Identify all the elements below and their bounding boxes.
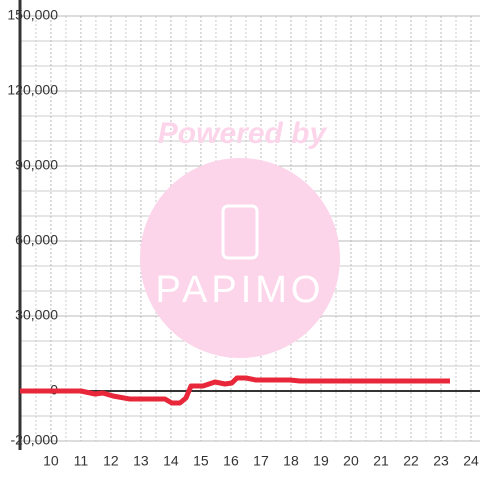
y-tick-label: 30,000: [15, 307, 58, 323]
watermark-brand: PAPIMO: [156, 269, 325, 311]
x-tick-label: 23: [433, 453, 449, 469]
data-line: [20, 375, 450, 406]
phone-icon: [221, 204, 259, 260]
watermark-title: Powered by: [158, 117, 328, 150]
x-tick-label: 20: [343, 453, 359, 469]
plot: -20,000030,00060,00090,000120,000150,000…: [7, 0, 480, 469]
y-tick-label: 120,000: [7, 82, 58, 98]
x-tick-label: 15: [193, 453, 209, 469]
x-tick-label: 22: [403, 453, 419, 469]
watermark: Powered by PAPIMO: [140, 117, 340, 358]
y-tick-label: 60,000: [15, 232, 58, 248]
y-tick-label: 90,000: [15, 157, 58, 173]
y-tick-label: -20,000: [11, 432, 59, 448]
x-tick-label: 13: [133, 453, 149, 469]
y-tick-label: 150,000: [7, 7, 58, 23]
x-tick-label: 10: [43, 453, 59, 469]
x-tick-label: 12: [103, 453, 119, 469]
x-tick-label: 21: [373, 453, 389, 469]
x-tick-label: 18: [283, 453, 299, 469]
x-tick-label: 17: [253, 453, 269, 469]
x-tick-label: 24: [463, 453, 479, 469]
x-tick-label: 16: [223, 453, 239, 469]
x-tick-label: 19: [313, 453, 329, 469]
x-tick-label: 14: [163, 453, 179, 469]
x-tick-label: 11: [74, 453, 89, 469]
